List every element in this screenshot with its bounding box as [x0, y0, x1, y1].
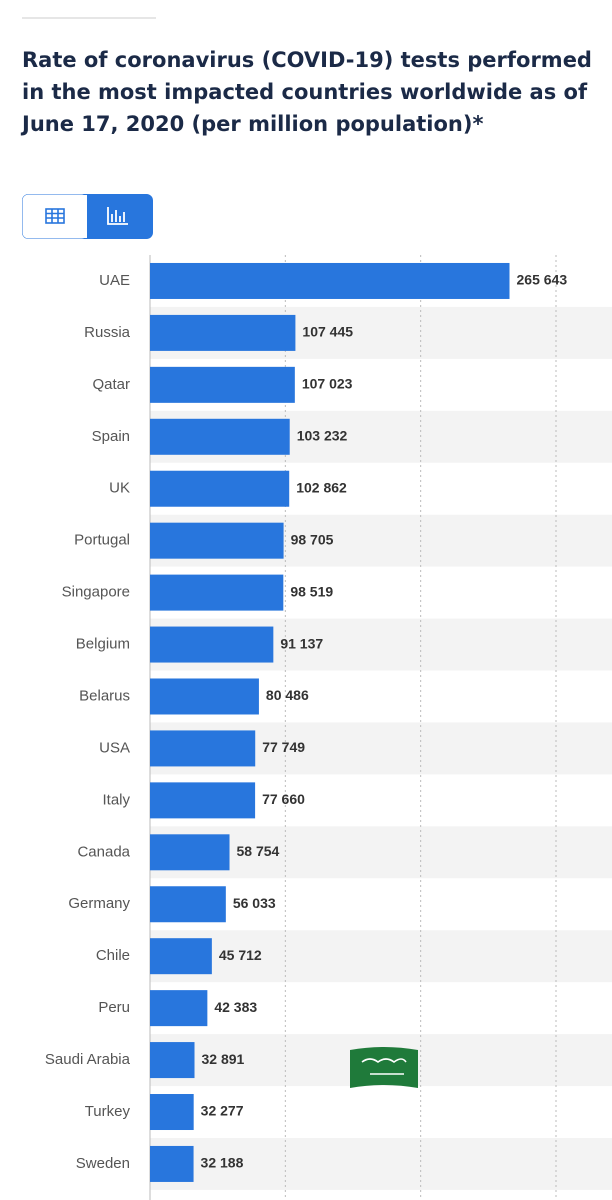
category-label: Peru: [98, 999, 130, 1016]
bar: [150, 626, 274, 663]
category-label: UAE: [99, 272, 130, 289]
category-label: Spain: [92, 428, 130, 445]
category-label: Sweden: [76, 1155, 130, 1172]
category-label: Belarus: [79, 687, 130, 704]
bar: [150, 262, 510, 299]
value-label: 265 643: [517, 272, 568, 288]
category-label: USA: [99, 739, 130, 756]
category-label: UK: [109, 480, 130, 497]
chart-title: Rate of coronavirus (COVID-19) tests per…: [22, 48, 592, 136]
value-label: 107 445: [302, 324, 353, 340]
category-label: Belgium: [76, 636, 130, 653]
bar: [150, 522, 284, 559]
bar: [150, 418, 290, 455]
category-label: Germany: [68, 895, 130, 912]
flag-decoration: [350, 1047, 418, 1088]
value-label: 80 486: [266, 687, 309, 703]
row-band: [150, 930, 612, 983]
table-button[interactable]: [22, 194, 88, 239]
category-label: Italy: [102, 791, 130, 808]
bar: [150, 990, 208, 1027]
bar: [150, 886, 226, 923]
value-label: 56 033: [233, 895, 276, 911]
value-label: 107 023: [302, 376, 353, 392]
value-label: 32 188: [201, 1155, 244, 1171]
value-label: 77 660: [262, 791, 305, 807]
bar: [150, 1145, 194, 1182]
row-band: [150, 1137, 612, 1190]
flag: [350, 1047, 418, 1088]
value-label: 98 519: [290, 583, 333, 599]
value-label: 42 383: [214, 999, 257, 1015]
category-label: Singapore: [62, 584, 130, 601]
category-label: Chile: [96, 947, 130, 964]
value-label: 102 862: [296, 479, 347, 495]
bar: [150, 938, 212, 975]
bar: [150, 1042, 195, 1079]
bar: [150, 834, 230, 871]
bar: [150, 470, 290, 507]
category-label: Canada: [77, 843, 130, 860]
value-label: 98 705: [291, 531, 334, 547]
value-label: 32 891: [202, 1051, 245, 1067]
bar: [150, 314, 296, 351]
category-label: Turkey: [85, 1103, 131, 1120]
flag-script: [361, 1058, 407, 1075]
bar: [150, 574, 284, 611]
bar: [150, 730, 256, 767]
view-toggle: [22, 194, 153, 239]
category-label: Russia: [84, 324, 131, 341]
bar-icon: [107, 207, 128, 225]
bar: [150, 1094, 194, 1131]
bar: [150, 678, 259, 715]
category-label: Saudi Arabia: [45, 1051, 131, 1068]
value-label: 58 754: [237, 843, 280, 859]
category-label: Portugal: [74, 532, 130, 549]
table-icon: [45, 208, 65, 224]
value-label: 77 749: [262, 739, 305, 755]
value-label: 103 232: [297, 427, 348, 443]
bar: [150, 782, 256, 819]
category-label: Qatar: [92, 376, 130, 393]
value-label: 45 712: [219, 947, 262, 963]
value-label: 91 137: [280, 635, 323, 651]
value-label: 32 277: [201, 1103, 244, 1119]
bar: [150, 366, 295, 403]
